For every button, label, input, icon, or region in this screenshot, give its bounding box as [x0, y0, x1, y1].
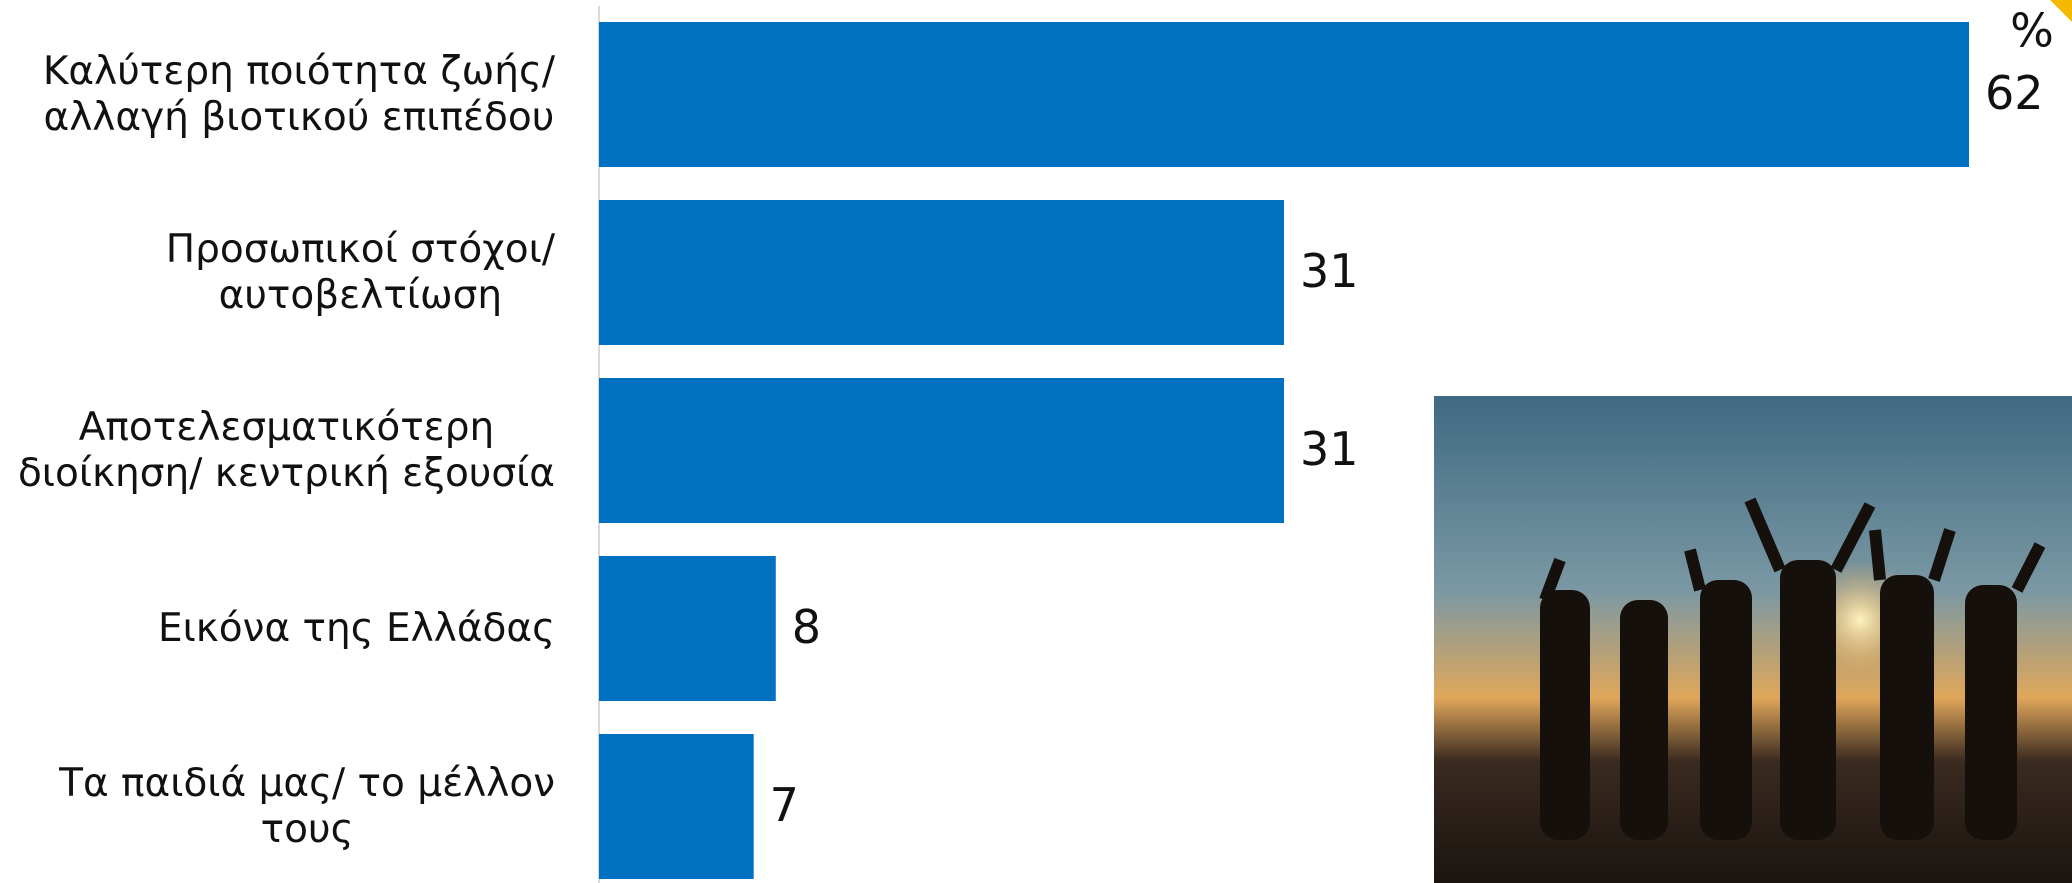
- category-label: Αποτελεσματικότερη διοίκηση/ κεντρική εξ…: [17, 404, 555, 496]
- bar: [599, 200, 1284, 345]
- value-label: 31: [1300, 244, 1359, 298]
- unit-label: %: [2010, 4, 2054, 58]
- bar: [599, 22, 1969, 167]
- bar: [599, 378, 1284, 523]
- category-label: Τα παιδιά μας/ το μέλλον τους: [59, 760, 555, 852]
- value-label: 31: [1300, 422, 1359, 476]
- value-label: 7: [770, 778, 799, 832]
- category-label: Καλύτερη ποιότητα ζωής/ αλλαγή βιοτικού …: [42, 48, 555, 140]
- corner-decoration: [2050, 0, 2072, 22]
- value-label: 8: [792, 600, 821, 654]
- category-label: Εικόνα της Ελλάδας: [157, 605, 555, 651]
- category-label: Προσωπικοί στόχοι/ αυτοβελτίωση: [165, 226, 555, 318]
- value-label: 62: [1985, 66, 2044, 120]
- bar: [599, 734, 754, 879]
- bar: [599, 556, 776, 701]
- photo: [1434, 396, 2072, 883]
